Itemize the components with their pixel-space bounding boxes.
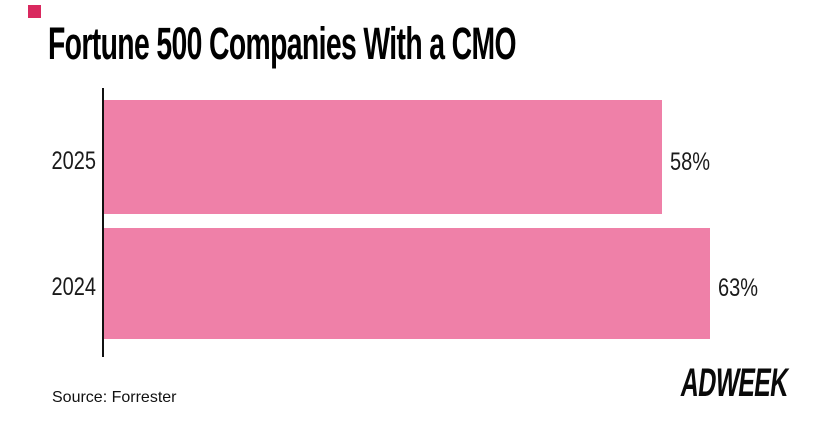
- category-label-2024: 2024: [51, 273, 97, 301]
- value-label-2025: 58%: [669, 148, 710, 176]
- source-attribution: Source: Forrester: [52, 389, 177, 406]
- value-label-2024: 63%: [718, 274, 759, 302]
- y-axis-line: [102, 88, 104, 357]
- bar-2024: [104, 228, 711, 339]
- chart-title: Fortune 500 Companies With a CMO: [48, 18, 517, 69]
- adweek-logo: ADWEEK: [678, 361, 791, 405]
- bar-2025: [104, 100, 662, 214]
- brand-mark-square: [28, 5, 41, 18]
- category-label-2025: 2025: [51, 147, 97, 175]
